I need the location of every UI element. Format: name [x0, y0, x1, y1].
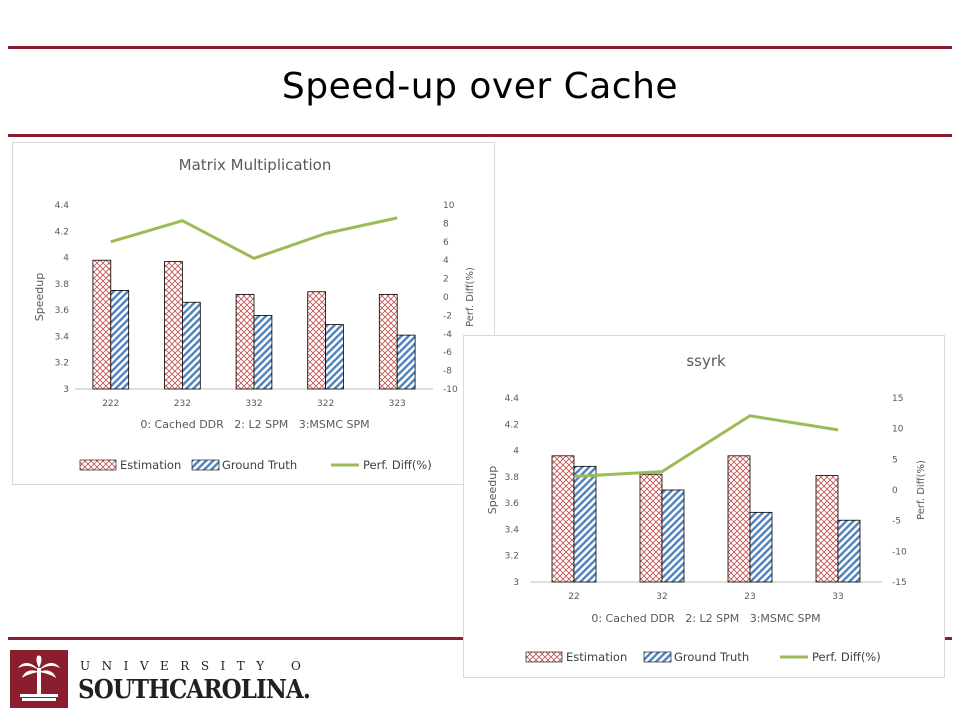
estimation-bar-323	[378, 293, 398, 390]
y-axis-label: Speedup	[33, 273, 46, 321]
legend-swatch-estimation	[79, 459, 117, 471]
y2-tick-label: 2	[443, 275, 449, 285]
estimation-bar-322	[307, 291, 327, 390]
x-tick-label: 232	[174, 399, 191, 409]
estimation-bar-332	[235, 293, 255, 390]
ground-truth-bar-32	[661, 489, 685, 583]
y2-axis-label: Perf. Diff(%)	[465, 267, 476, 327]
perf-diff-line	[573, 414, 839, 479]
ground-truth-bar-23	[749, 511, 773, 583]
x-tick-label: 222	[102, 399, 119, 409]
y-tick-label: 3	[63, 385, 69, 395]
estimation-bar-23	[727, 455, 751, 583]
palmetto-tree-icon	[18, 655, 60, 701]
x-tick-label: 22	[568, 592, 579, 602]
y-tick-label: 4.2	[55, 227, 69, 237]
logo-south-carolina: SOUTHCAROLINA.	[78, 675, 310, 705]
logo-university-of: UNIVERSITY OF	[80, 659, 310, 673]
legend-label-estimation: Estimation	[120, 458, 181, 472]
ground-truth-bar-322	[325, 324, 344, 390]
y-tick-label: 3.4	[505, 525, 520, 535]
legend-label-perf-diff: Perf. Diff(%)	[363, 458, 432, 472]
x-axis-label: 0: Cached DDR 2: L2 SPM 3:MSMC SPM	[591, 612, 820, 625]
y-tick-label: 4	[513, 447, 519, 457]
ssyrk-svg: ssyrk 3 3.2 3.4 3.6 3.8 4 4.2 4.4 -15 -10 -5 0 5 10 15 S…	[486, 352, 927, 664]
ground-truth-bar-332	[253, 314, 273, 390]
ground-truth-bar-33	[837, 519, 861, 583]
y-tick-label: 3	[513, 578, 519, 588]
legend-label-perf-diff: Perf. Diff(%)	[812, 650, 881, 664]
y-tick-label: 3.6	[55, 306, 70, 316]
y-tick-label: 4	[63, 254, 69, 264]
y-tick-label: 4.4	[505, 394, 520, 404]
perf-diff-line	[110, 216, 398, 260]
matrix-multiplication-svg: Matrix Multiplication 3 3.2 3.4 3.6 3.8 4 4.2 4.…	[33, 156, 476, 472]
x-tick-label: 33	[832, 592, 843, 602]
matrix-multiplication-chart: Matrix Multiplication 3 3.2 3.4 3.6 3.8 4 4.2 4.…	[12, 142, 495, 485]
y2-axis-label: Perf. Diff(%)	[916, 460, 927, 520]
y2-tick-label: 10	[892, 425, 904, 435]
y2-tick-label: -8	[443, 367, 452, 377]
y-axis-label: Speedup	[486, 466, 499, 514]
y-tick-label: 3.2	[505, 552, 519, 562]
y2-tick-label: 4	[443, 256, 449, 266]
x-tick-label: 32	[656, 592, 667, 602]
x-tick-label: 332	[245, 399, 262, 409]
y-tick-label: 4.2	[505, 420, 519, 430]
x-tick-label: 322	[317, 399, 334, 409]
x-axis-label: 0: Cached DDR 2: L2 SPM 3:MSMC SPM	[140, 418, 369, 431]
estimation-bar-22	[551, 455, 575, 583]
estimation-bar-232	[164, 261, 183, 390]
chart-title: ssyrk	[686, 352, 726, 370]
x-tick-label: 23	[744, 592, 755, 602]
legend-swatch-ground-truth	[643, 651, 672, 663]
top-rule	[8, 46, 952, 49]
slide-title: Speed-up over Cache	[281, 66, 679, 107]
y2-tick-label: -5	[892, 517, 901, 527]
ground-truth-bar-232	[181, 301, 201, 390]
y2-tick-label: 10	[443, 201, 455, 211]
y-tick-label: 3.8	[55, 280, 70, 290]
ssyrk-chart: ssyrk 3 3.2 3.4 3.6 3.8 4 4.2 4.4 -15 -10 -5 0 5 10 15 S…	[463, 335, 945, 678]
y-tick-label: 3.2	[55, 359, 69, 369]
ground-truth-bar-222	[110, 290, 130, 390]
x-tick-label: 323	[389, 399, 406, 409]
y2-tick-label: 6	[443, 238, 449, 248]
university-logo: UNIVERSITY OF SOUTHCAROLINA.	[10, 650, 321, 710]
chart-title: Matrix Multiplication	[179, 156, 332, 174]
y2-tick-label: -10	[892, 547, 907, 557]
estimation-bar-33	[815, 475, 839, 583]
y2-tick-label: -10	[443, 385, 458, 395]
title-underline-rule	[8, 134, 952, 137]
legend-swatch-estimation	[525, 651, 563, 663]
y-tick-label: 3.8	[505, 473, 520, 483]
ground-truth-bar-22	[573, 465, 597, 583]
y2-tick-label: -6	[443, 348, 452, 358]
y2-tick-label: 0	[443, 293, 449, 303]
legend-swatch-ground-truth	[191, 459, 220, 471]
y2-tick-label: 0	[892, 486, 898, 496]
y2-tick-label: -2	[443, 311, 452, 321]
y2-tick-label: -4	[443, 330, 452, 340]
y2-tick-label: 8	[443, 219, 449, 229]
estimation-bar-32	[639, 473, 663, 583]
legend-label-ground-truth: Ground Truth	[222, 458, 297, 472]
y2-tick-label: -15	[892, 578, 907, 588]
estimation-bar-222	[92, 259, 112, 390]
y2-tick-label: 5	[892, 455, 898, 465]
legend-label-ground-truth: Ground Truth	[674, 650, 749, 664]
y-tick-label: 3.4	[55, 332, 70, 342]
y-tick-label: 3.6	[505, 499, 520, 509]
ground-truth-bar-323	[396, 334, 416, 390]
y2-tick-label: 15	[892, 394, 903, 404]
legend-label-estimation: Estimation	[566, 650, 627, 664]
y-tick-label: 4.4	[55, 201, 70, 211]
